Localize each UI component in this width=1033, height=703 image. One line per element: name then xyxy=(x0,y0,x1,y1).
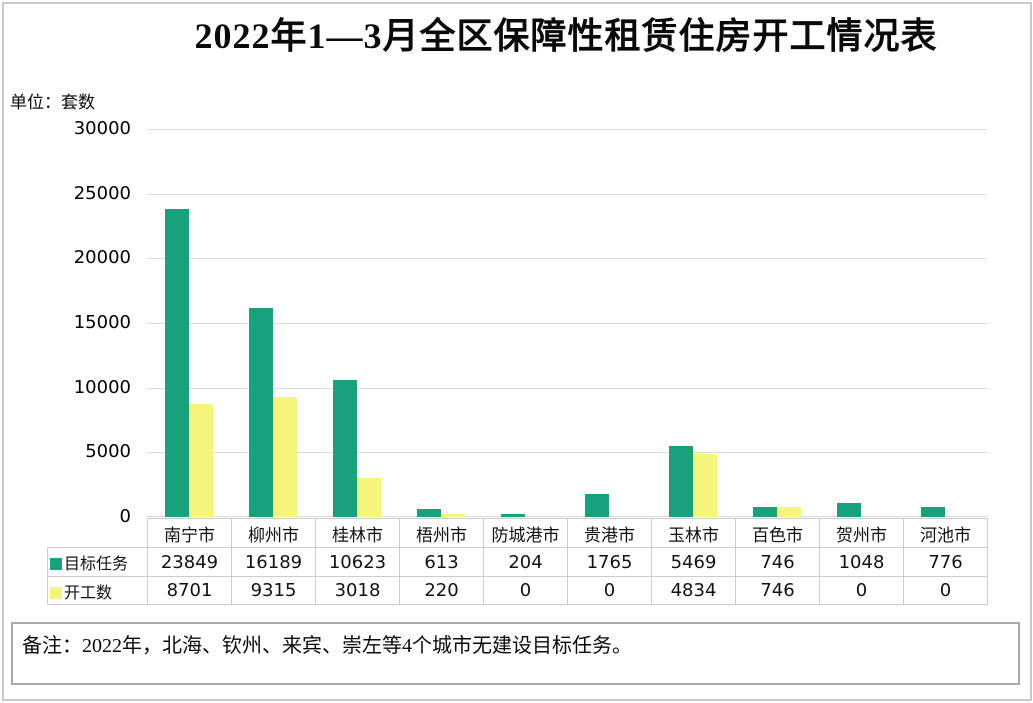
table-city-header: 贵港市 xyxy=(567,518,652,548)
bar xyxy=(441,514,465,517)
table-value-cell: 8701 xyxy=(147,576,232,605)
y-axis-tick-label: 10000 xyxy=(73,377,131,398)
table-corner-cell xyxy=(48,519,148,548)
y-axis-tick-label: 25000 xyxy=(73,183,131,204)
table-city-header: 贺州市 xyxy=(819,518,904,548)
bar xyxy=(273,397,297,517)
y-axis-tick-label: 30000 xyxy=(73,118,131,139)
unit-label: 单位：套数 xyxy=(10,93,95,112)
table-value-cell: 23849 xyxy=(147,547,232,577)
bar xyxy=(837,503,861,517)
bar xyxy=(921,507,945,517)
note-box: 备注：2022年，北海、钦州、来宾、崇左等4个城市无建设目标任务。 xyxy=(11,622,1020,685)
gridline xyxy=(147,323,987,324)
bar xyxy=(777,507,801,517)
table-city-header: 防城港市 xyxy=(483,518,568,548)
table-city-header: 桂林市 xyxy=(315,518,400,548)
table-city-header: 南宁市 xyxy=(147,518,232,548)
table-value-cell: 0 xyxy=(483,576,568,605)
data-table: 南宁市 柳州市 桂林市 梧州市 防城港市 贵港市 玉林市 百色市 贺州市 河池市目标任务 23849… xyxy=(47,518,988,605)
bar xyxy=(669,446,693,517)
table-value-cell: 746 xyxy=(735,547,820,577)
table-value-cell: 9315 xyxy=(231,576,316,605)
table-city-header: 河池市 xyxy=(903,518,988,548)
gridline xyxy=(147,129,987,130)
table-value-cell: 10623 xyxy=(315,547,400,577)
legend-swatch-icon xyxy=(50,586,62,599)
bar xyxy=(753,507,777,517)
table-value-cell: 3018 xyxy=(315,576,400,605)
table-value-cell: 1765 xyxy=(567,547,652,577)
table-value-cell: 0 xyxy=(567,576,652,605)
table-city-header: 百色市 xyxy=(735,518,820,548)
gridline xyxy=(147,258,987,259)
y-axis-tick-label: 15000 xyxy=(73,312,131,333)
gridline xyxy=(147,452,987,453)
table-city-header: 梧州市 xyxy=(399,518,484,548)
table-value-cell: 204 xyxy=(483,547,568,577)
series-legend-cell: 目标任务 xyxy=(47,547,148,577)
table-value-cell: 4834 xyxy=(651,576,736,605)
gridline xyxy=(147,516,987,517)
table-value-cell: 613 xyxy=(399,547,484,577)
bar xyxy=(693,454,717,517)
bar xyxy=(165,209,189,517)
table-value-cell: 220 xyxy=(399,576,484,605)
table-value-cell: 5469 xyxy=(651,547,736,577)
y-axis-tick-label: 0 xyxy=(119,506,131,527)
table-city-header: 玉林市 xyxy=(651,518,736,548)
bar xyxy=(357,478,381,517)
y-axis-tick-label: 5000 xyxy=(85,441,131,462)
gridline xyxy=(147,388,987,389)
series-name-label: 目标任务 xyxy=(64,556,129,573)
bar xyxy=(417,509,441,517)
y-axis-tick-label: 20000 xyxy=(73,247,131,268)
table-value-cell: 776 xyxy=(903,547,988,577)
plot-area xyxy=(147,129,987,517)
table-value-cell: 1048 xyxy=(819,547,904,577)
table-value-cell: 0 xyxy=(903,576,988,605)
table-city-header: 柳州市 xyxy=(231,518,316,548)
note-text: 备注：2022年，北海、钦州、来宾、崇左等4个城市无建设目标任务。 xyxy=(22,635,632,657)
bar xyxy=(189,404,213,517)
gridline xyxy=(147,194,987,195)
table-value-cell: 16189 xyxy=(231,547,316,577)
chart-title: 2022年1—3月全区保障性租赁住房开工情况表 xyxy=(194,16,938,56)
series-legend-cell: 开工数 xyxy=(47,576,148,605)
table-value-cell: 746 xyxy=(735,576,820,605)
bar xyxy=(501,514,525,517)
table-value-cell: 0 xyxy=(819,576,904,605)
series-name-label: 开工数 xyxy=(64,584,113,602)
bar xyxy=(585,494,609,517)
legend-swatch-icon xyxy=(50,558,62,570)
bar xyxy=(249,308,273,517)
bar xyxy=(333,380,357,517)
